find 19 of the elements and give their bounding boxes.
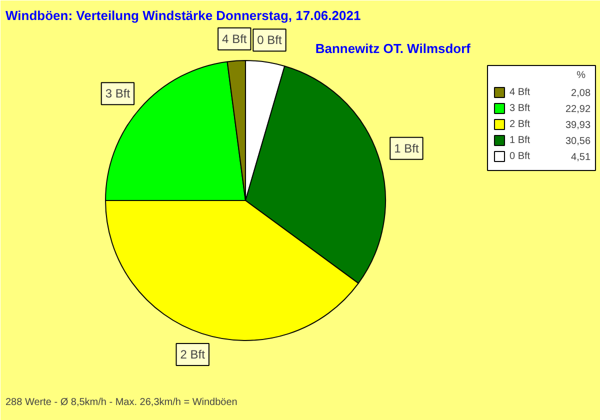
text: Bannewitz OT. Wilmsdorf bbox=[315, 41, 472, 56]
legend-label: 4 Bft bbox=[510, 87, 530, 98]
data-label: 4,51 bbox=[571, 152, 591, 163]
data-label: 30,56 bbox=[565, 136, 591, 147]
legend-label: 0 Bft bbox=[510, 151, 530, 162]
legend-label: 1 Bft bbox=[510, 135, 530, 146]
data-label: 2,08 bbox=[571, 88, 591, 99]
slice-label: 4 Bft bbox=[222, 32, 248, 46]
data-label: 39,93 bbox=[565, 120, 591, 131]
data-label: 22,92 bbox=[565, 104, 591, 115]
legend-label: 2 Bft bbox=[510, 119, 530, 130]
slice-label: 3 Bft bbox=[105, 86, 131, 101]
legend-title: % bbox=[576, 70, 586, 81]
slice-label: 0 Bft bbox=[257, 33, 283, 48]
chart-title: Windböen: Verteilung Windstärke Donnerstag, 17.06.2021 bbox=[6, 8, 361, 23]
legend-label: 3 Bft bbox=[510, 103, 530, 114]
slice-label: 2 Bft bbox=[180, 347, 206, 362]
text: 288 Werte - Ø 8,5km/h - Max. 26,3km/h = Windböen bbox=[6, 397, 238, 408]
slice-label: 1 Bft bbox=[394, 141, 420, 156]
